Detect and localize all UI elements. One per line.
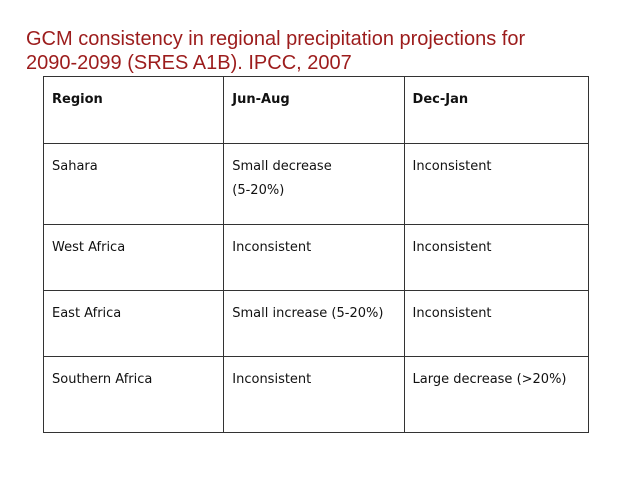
cell-dec-jan: Inconsistent (403, 290, 590, 357)
cell-dec-jan: Inconsistent (403, 143, 590, 225)
table-row: Southern Africa Inconsistent Large decre… (42, 356, 590, 433)
cell-jun-aug: Small increase (5-20%) (223, 290, 405, 357)
cell-line: Inconsistent (232, 240, 312, 255)
slide-title-line-1: GCM consistency in regional precipitatio… (26, 28, 526, 50)
cell-jun-aug: Inconsistent (223, 224, 405, 291)
header-jun-aug: Jun-Aug (223, 76, 405, 144)
table-header-row: Region Jun-Aug Dec-Jan (42, 76, 590, 144)
cell-dec-jan: Inconsistent (403, 224, 590, 291)
cell-line: Inconsistent (232, 372, 312, 387)
cell-jun-aug: Inconsistent (223, 356, 405, 433)
table-row: Sahara Small decrease (5-20%) Inconsiste… (42, 143, 590, 225)
table-row: East Africa Small increase (5-20%) Incon… (42, 290, 590, 357)
cell-region: Southern Africa (42, 356, 225, 433)
cell-region: West Africa (42, 224, 225, 291)
precipitation-table: Region Jun-Aug Dec-Jan Sahara Small decr… (42, 76, 590, 433)
cell-line: (5-20%) (232, 183, 285, 198)
cell-region: Sahara (42, 143, 225, 225)
cell-jun-aug: Small decrease (5-20%) (223, 143, 405, 225)
slide-title-line-2: 2090-2099 (SRES A1B). IPCC, 2007 (26, 52, 352, 74)
table-row: West Africa Inconsistent Inconsistent (42, 224, 590, 291)
header-dec-jan: Dec-Jan (403, 76, 590, 144)
cell-line: Small increase (5-20%) (232, 306, 384, 321)
slide-title: GCM consistency in regional precipitatio… (26, 27, 616, 75)
cell-dec-jan: Large decrease (>20%) (403, 356, 590, 433)
header-region: Region (42, 76, 225, 144)
cell-line: Small decrease (232, 159, 332, 174)
cell-region: East Africa (42, 290, 225, 357)
